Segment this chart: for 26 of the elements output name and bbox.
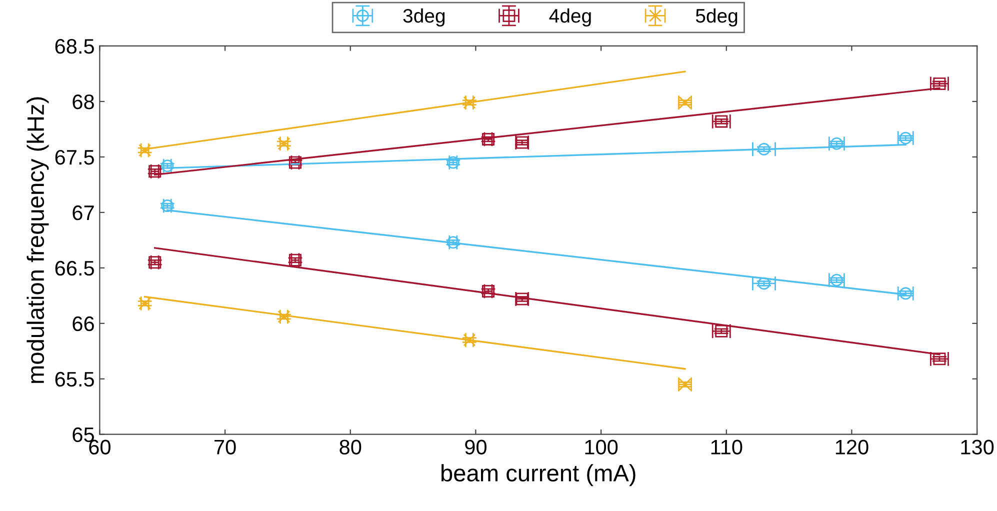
- legend-label: 4deg: [549, 8, 591, 27]
- point: [715, 115, 728, 128]
- y-tick-label: 67.5: [55, 150, 94, 165]
- x-tick-label: 90: [465, 440, 486, 455]
- point: [715, 324, 728, 338]
- point: [758, 277, 770, 290]
- x-tick-label: 120: [836, 440, 868, 455]
- x-tick-label: 110: [711, 440, 742, 455]
- point: [933, 352, 946, 366]
- y-axis-title: modulation frequency (kHz): [26, 97, 49, 383]
- y-tick-label: 67: [72, 205, 94, 220]
- point: [758, 142, 770, 156]
- point: [278, 310, 290, 323]
- y-tick-label: 68.5: [55, 38, 94, 54]
- point: [933, 77, 946, 90]
- y-tick-label: 66: [72, 316, 94, 332]
- x-axis-title: beam current (mA): [442, 464, 636, 486]
- x-tick-label: 70: [214, 440, 236, 455]
- x-tick-label: 100: [585, 440, 618, 455]
- y-tick-label: 68: [72, 94, 94, 110]
- legend-label: 3deg: [403, 8, 445, 27]
- y-tick-label: 65.5: [55, 372, 94, 387]
- legend-label: 5deg: [696, 8, 738, 27]
- y-tick-label: 66.5: [55, 260, 94, 276]
- x-tick-label: 80: [340, 440, 362, 455]
- x-tick-label: 130: [961, 440, 994, 455]
